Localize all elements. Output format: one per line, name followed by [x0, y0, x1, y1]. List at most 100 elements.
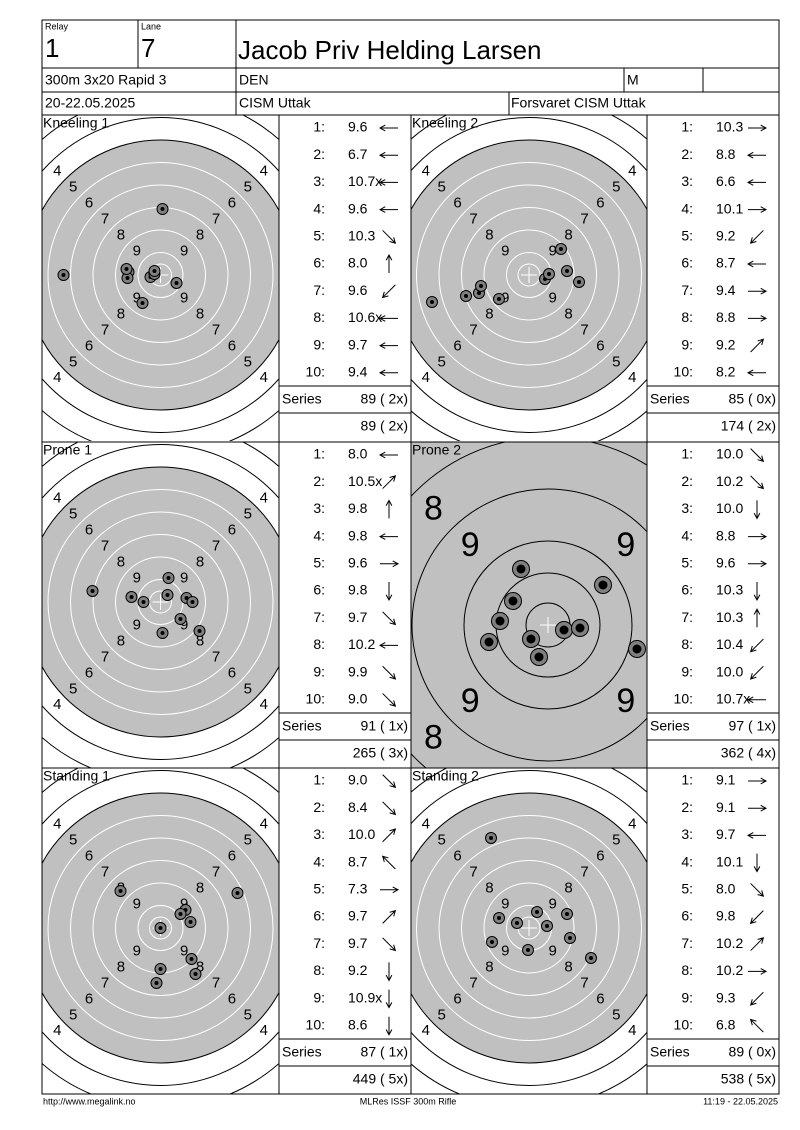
ring-label: 9: [501, 290, 509, 307]
shot-score: 8.6: [348, 1017, 368, 1033]
shot-score: 9.7: [348, 609, 368, 625]
shot-number: 10:: [306, 691, 325, 707]
ring: [47, 815, 274, 1041]
series-lines: [647, 1038, 779, 1067]
ring-label: 8: [196, 879, 204, 896]
ring-label: 6: [228, 664, 236, 681]
shot-direction: [382, 801, 397, 816]
shot-score: 6.6: [716, 173, 736, 189]
ring-label: 8: [117, 959, 125, 976]
running-total: 174 ( 2x): [721, 418, 776, 434]
shot-score: 8.8: [716, 309, 736, 325]
series-label: Series: [650, 1044, 690, 1060]
ring: [92, 534, 229, 670]
shot-score: 9.1: [716, 772, 736, 788]
shot-score: 8.8: [716, 527, 736, 543]
ring-label: 4: [260, 1022, 268, 1039]
shot-center: [125, 276, 130, 280]
shot-number: 3:: [313, 500, 325, 516]
ring: [149, 916, 172, 940]
shot-direction: [748, 968, 768, 975]
shot-direction: [378, 451, 398, 459]
shot-direction: [749, 665, 764, 680]
series-lines: [279, 1038, 411, 1067]
ring-label: 6: [596, 337, 604, 354]
ring-label: 5: [244, 1006, 252, 1023]
ring-label: 5: [69, 179, 77, 196]
shot-direction: [753, 500, 761, 520]
center-cross: [521, 267, 537, 283]
ring-label: 5: [244, 506, 252, 523]
shot-score: 9.8: [348, 582, 368, 598]
ring-label: 4: [53, 1022, 61, 1039]
shot-center: [534, 652, 544, 662]
ring-label: 7: [101, 648, 109, 665]
ring-label: 5: [612, 832, 620, 849]
ring-label: 5: [438, 353, 446, 370]
ring-label: 6: [85, 848, 93, 865]
grid-lines: [41, 19, 780, 1095]
shot-score: 9.7: [348, 908, 368, 924]
shot-number: 9:: [313, 989, 325, 1005]
ring: [411, 117, 647, 433]
shot-number: 4:: [313, 200, 325, 216]
ring-label: 9: [501, 242, 509, 259]
ring-label: 7: [212, 537, 220, 554]
ring-label: 9: [501, 943, 509, 960]
shot-score: 9.8: [716, 908, 736, 924]
shot-score: 9.7: [348, 336, 368, 352]
shot-center: [490, 940, 494, 944]
ring-label: 6: [453, 848, 461, 865]
shot-number: 7:: [313, 935, 325, 951]
shot-number: 1:: [681, 772, 693, 788]
shot-number: 2:: [681, 473, 693, 489]
ring-label: 6: [85, 664, 93, 681]
shot-score: 10.3: [716, 609, 743, 625]
shot-score: 10.2: [348, 636, 375, 652]
ring-label: 8: [653, 489, 672, 527]
shot-direction: [385, 253, 393, 273]
shot-number: 2:: [681, 799, 693, 815]
shot-number: 6:: [313, 908, 325, 924]
ring-label: 8: [485, 959, 493, 976]
shot-center: [489, 836, 493, 840]
ring-label: 4: [628, 369, 636, 386]
shot-direction: [748, 777, 768, 785]
series-lines: [279, 712, 411, 741]
ring: [438, 837, 620, 1019]
ring-label: 9: [133, 943, 141, 960]
ring-label: 4: [260, 490, 268, 507]
table-lines: [42, 20, 779, 1094]
shot-center: [516, 564, 526, 574]
ring-label: 9: [133, 617, 141, 634]
ring: [411, 488, 647, 762]
shot-direction: [382, 611, 397, 626]
ring-label: 9: [549, 242, 557, 259]
shot-score: 7.3: [348, 881, 368, 897]
series-lines: [647, 385, 779, 414]
ring-label: 6: [228, 848, 236, 865]
ring-label: 4: [260, 696, 268, 713]
shot-number: 4:: [313, 527, 325, 543]
ring-label: 6: [85, 522, 93, 539]
ring-label: 5: [612, 1006, 620, 1023]
shot-center: [568, 936, 572, 940]
ring-label: 7: [212, 210, 220, 227]
shot-number: 4:: [681, 200, 693, 216]
ring-label: 6: [228, 337, 236, 354]
shot-score: 10.5x: [348, 473, 382, 489]
relay: 1: [45, 33, 59, 63]
shot-score: 10.3: [348, 228, 375, 244]
shot-center: [430, 300, 434, 304]
series-label: Series: [282, 391, 322, 407]
shot-score: 9.7: [716, 826, 736, 842]
ring-label: 9: [133, 895, 141, 912]
shot-number: 10:: [306, 364, 325, 380]
shot-center: [190, 600, 195, 604]
shot-center: [178, 617, 183, 621]
shot-score: 10.6x: [348, 309, 382, 325]
shot-center: [189, 957, 194, 961]
shot-score: 8.7: [348, 853, 368, 869]
club: CISM Uttak: [239, 95, 312, 111]
ring: [416, 815, 642, 1041]
